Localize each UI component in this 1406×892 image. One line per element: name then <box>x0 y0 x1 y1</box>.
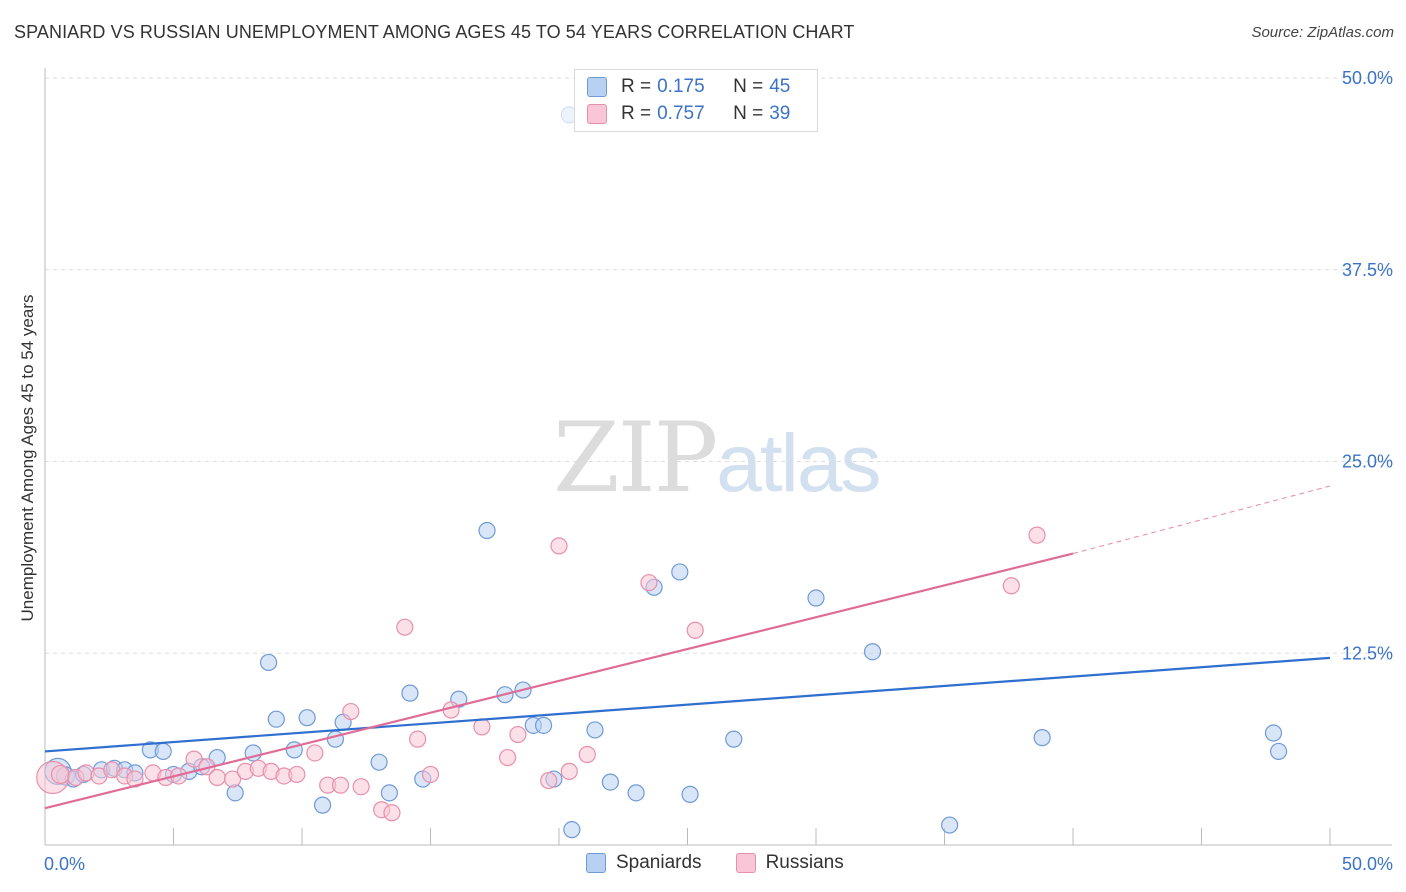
spaniard-point <box>601 773 620 791</box>
legend-item-russians[interactable]: Russians <box>735 852 844 874</box>
russian-point <box>578 745 596 764</box>
n-label: N = <box>733 76 764 97</box>
trend-lines <box>44 485 1331 810</box>
correlation-legend: R = 0.175 N = 45 R = 0.757 N = 39 <box>574 69 818 132</box>
n-value: 39 <box>769 103 791 124</box>
spaniard-point <box>298 709 316 727</box>
russian-point <box>126 770 144 788</box>
legend-row-russians: R = 0.757 N = 39 <box>587 102 790 126</box>
russian-point <box>409 730 427 748</box>
n-value: 45 <box>769 76 791 97</box>
y-axis-label: Unemployment Among Ages 45 to 54 years <box>18 294 37 622</box>
n-label: N = <box>733 103 764 124</box>
spaniard-point <box>563 821 581 839</box>
x-tick-label: 50.0% <box>1342 854 1393 874</box>
russians-trend-line <box>44 552 1074 810</box>
watermark: ZIPatlas <box>553 402 881 514</box>
russian-point <box>342 702 360 721</box>
russian-point <box>331 776 350 794</box>
russian-point <box>396 618 414 636</box>
r-label: R = <box>621 76 652 97</box>
y-tick-label: 25.0% <box>1342 452 1393 472</box>
russians-points <box>36 526 1046 822</box>
spaniard-point <box>259 653 278 672</box>
spaniard-point <box>1269 742 1288 761</box>
tick-labels: 12.5% 25.0% 37.5% 50.0% 0.0% 50.0% <box>44 68 1393 874</box>
russian-point <box>1002 577 1020 595</box>
russian-point <box>208 768 226 787</box>
russian-point <box>686 621 704 639</box>
y-tick-label: 12.5% <box>1342 643 1393 663</box>
watermark-zip: ZIP <box>553 402 718 514</box>
spaniard-point <box>1264 724 1283 742</box>
legend-label: Spaniards <box>616 852 702 873</box>
russian-point <box>383 804 401 822</box>
x-tick-label: 0.0% <box>44 854 85 874</box>
y-tick-label: 37.5% <box>1342 260 1393 280</box>
spaniard-point <box>380 784 398 802</box>
russian-point <box>560 762 578 780</box>
spaniard-point <box>401 684 419 702</box>
source-label: Source: ZipAtlas.com <box>1251 24 1394 41</box>
spaniard-point <box>267 710 285 728</box>
russian-point <box>499 748 517 767</box>
spaniard-point <box>1033 729 1051 747</box>
series-legend: Spaniards Russians <box>586 852 878 874</box>
russian-point <box>50 764 71 785</box>
legend-row-spaniards: R = 0.175 N = 45 <box>587 75 790 99</box>
russian-point <box>352 778 370 796</box>
russians-swatch <box>735 853 756 873</box>
axes <box>44 68 1392 846</box>
grid-lines <box>45 77 1392 654</box>
spaniards-swatch <box>586 853 606 873</box>
spaniard-point <box>586 721 604 739</box>
russian-point <box>185 750 203 768</box>
spaniard-point <box>863 643 882 661</box>
spaniard-point <box>725 730 743 748</box>
spaniard-point <box>370 753 388 771</box>
spaniard-point <box>326 730 345 748</box>
russian-point <box>509 725 527 744</box>
r-label: R = <box>621 103 652 124</box>
spaniard-point <box>313 796 332 814</box>
spaniard-point <box>627 784 645 802</box>
spaniards-trend-line <box>44 656 1331 753</box>
spaniard-point <box>807 589 825 607</box>
spaniard-point <box>154 742 172 761</box>
russian-point <box>306 744 324 762</box>
russian-point <box>224 770 242 788</box>
russians-swatch <box>587 104 607 124</box>
spaniards-points <box>44 106 1288 839</box>
russian-point <box>550 537 568 555</box>
spaniard-point <box>941 816 959 834</box>
watermark-atlas: atlas <box>716 418 881 509</box>
spaniard-point <box>478 521 496 540</box>
r-value: 0.757 <box>657 103 705 124</box>
legend-item-spaniards[interactable]: Spaniards <box>586 852 702 874</box>
spaniard-point <box>534 716 553 734</box>
chart-title: SPANIARD VS RUSSIAN UNEMPLOYMENT AMONG A… <box>14 22 855 42</box>
russian-point <box>540 771 558 790</box>
russian-point <box>421 765 440 784</box>
russian-point <box>640 574 658 592</box>
r-value: 0.175 <box>657 76 705 97</box>
spaniard-point <box>681 785 699 803</box>
russian-point <box>473 718 491 736</box>
spaniards-swatch <box>587 77 607 97</box>
russian-point <box>1028 526 1046 544</box>
russian-point <box>288 765 306 784</box>
y-tick-label: 50.0% <box>1342 68 1393 88</box>
russians-trend-extension <box>1072 485 1331 555</box>
legend-label: Russians <box>765 852 844 873</box>
spaniard-point <box>671 563 689 581</box>
